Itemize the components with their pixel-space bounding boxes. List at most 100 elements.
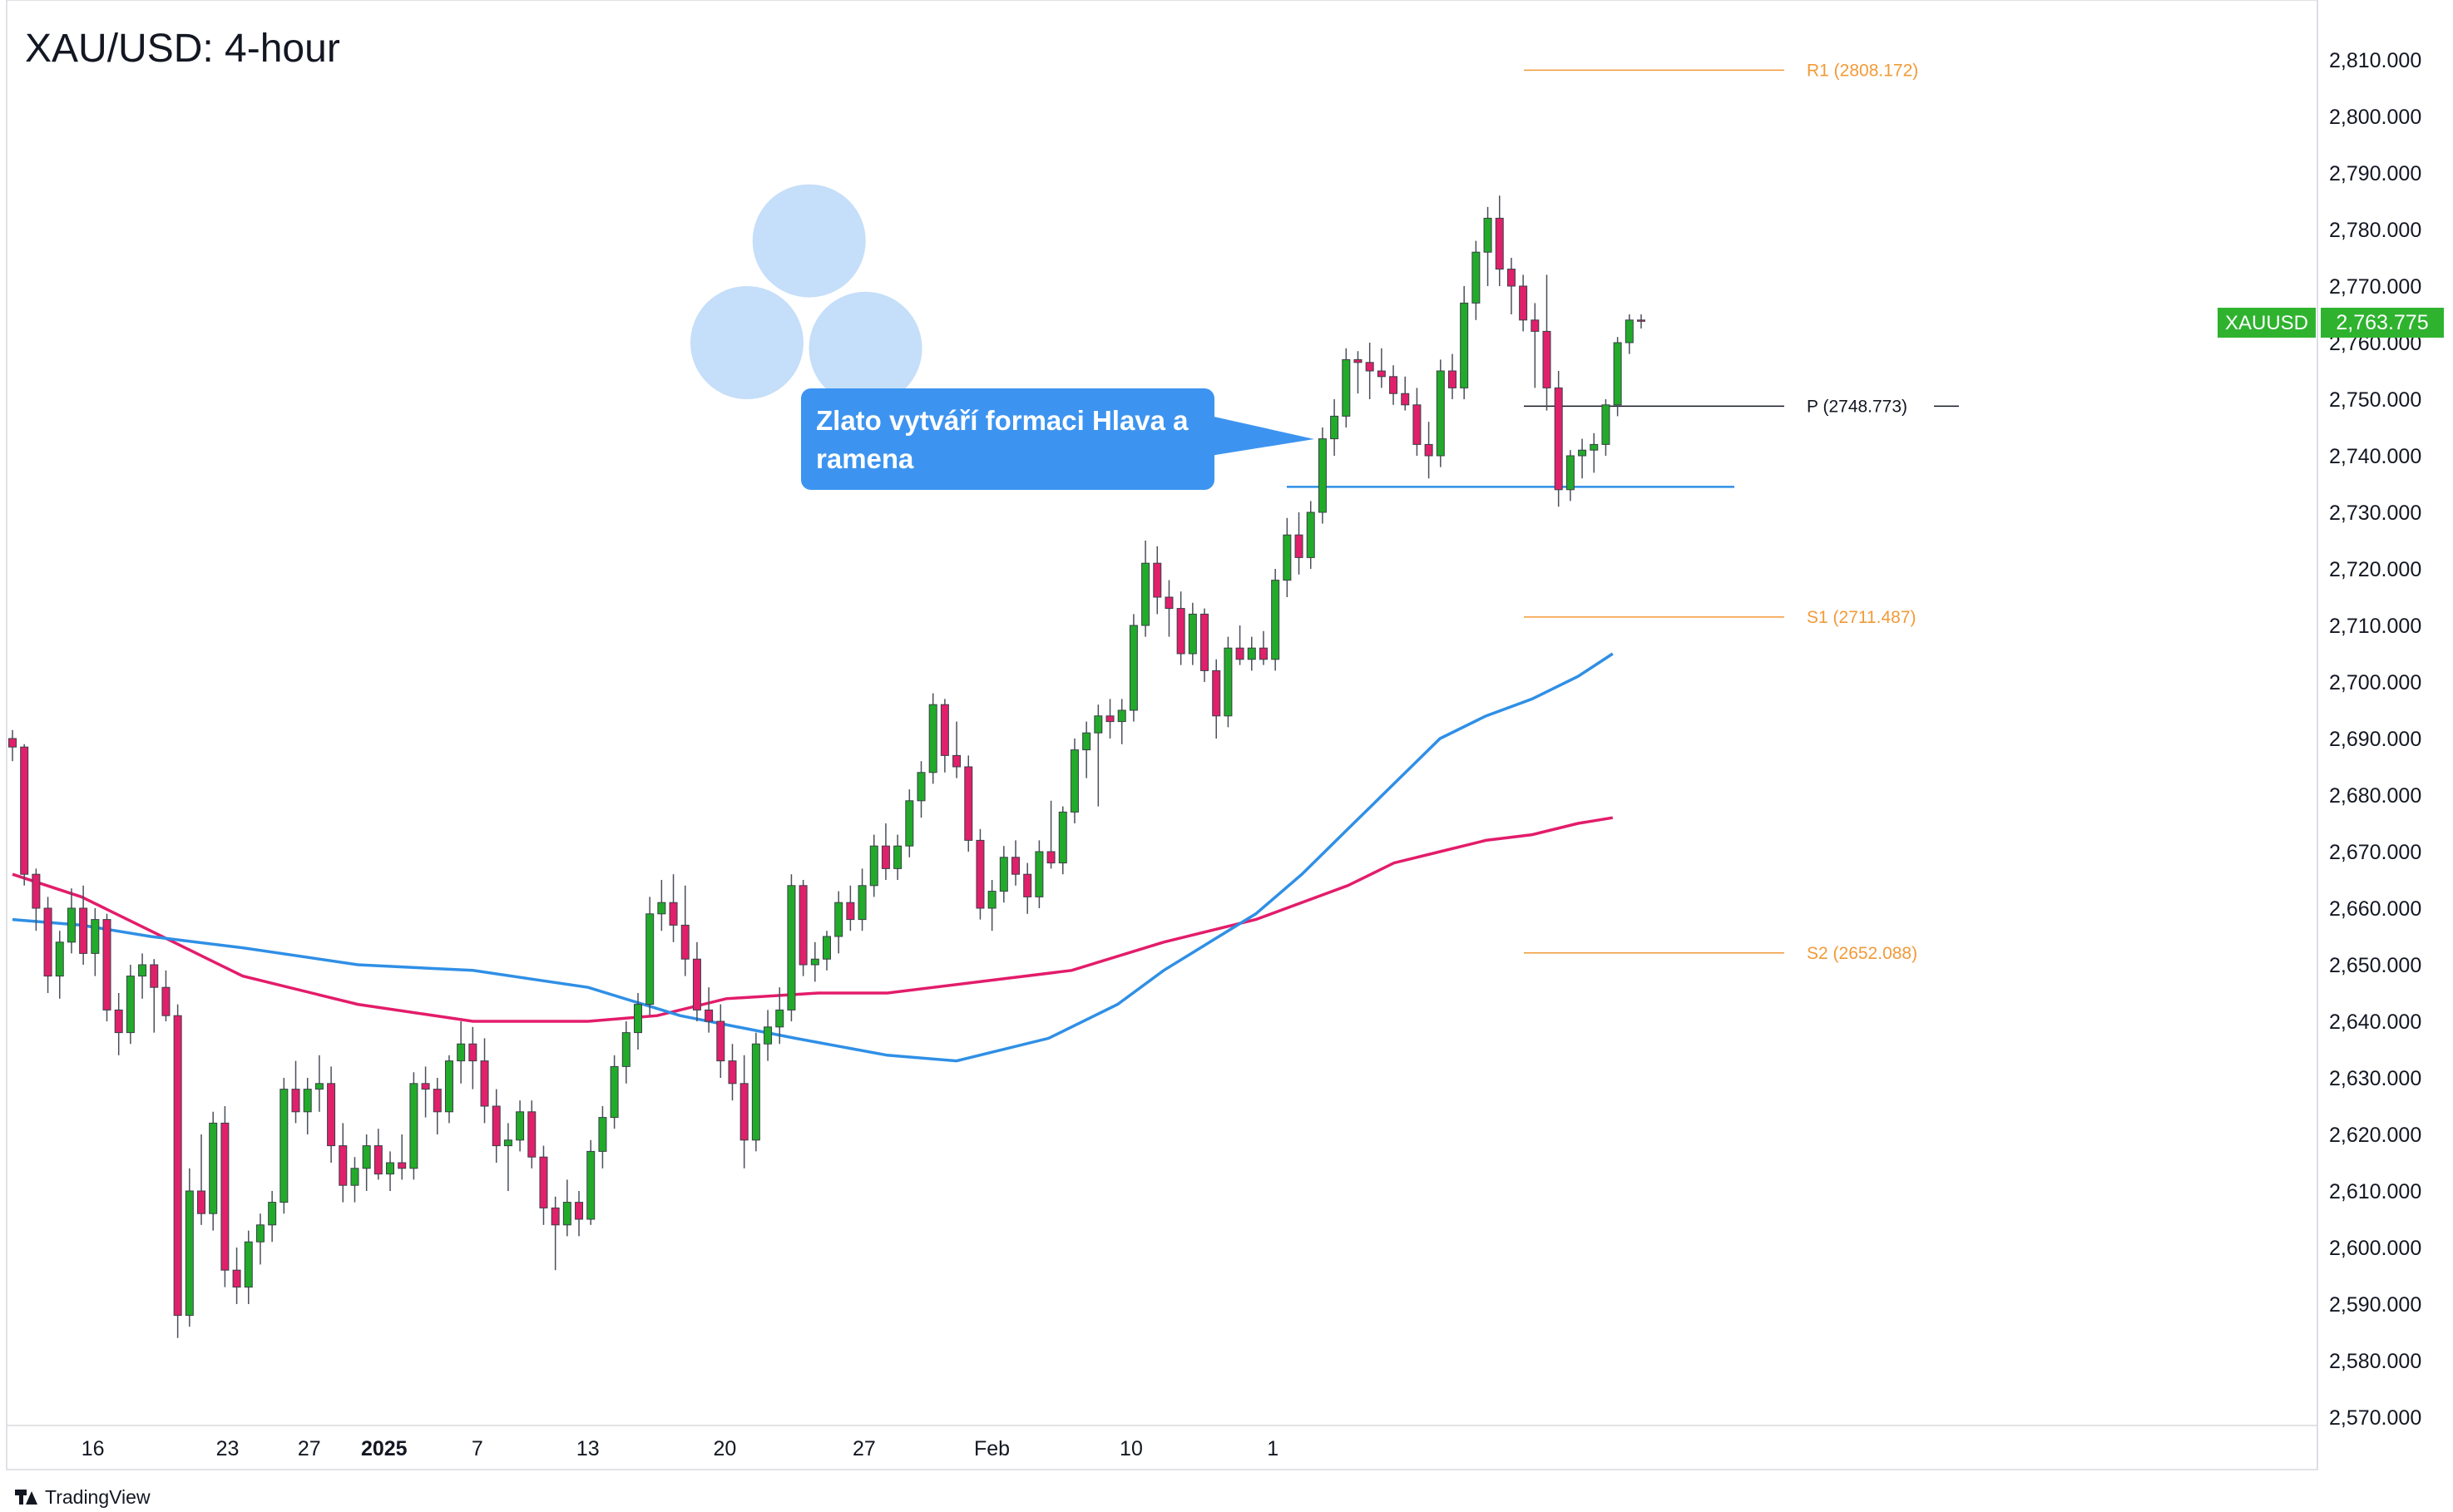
- current-price-badge: XAUUSD 2,763.775: [2218, 308, 2444, 338]
- bull-candle: [586, 1150, 596, 1220]
- pattern-callout: Zlato vytváří formaci Hlava a ramena: [801, 388, 1214, 490]
- bull-candle: [244, 1241, 253, 1288]
- time-tick-label: 20: [714, 1437, 737, 1460]
- bull-candle: [1330, 415, 1339, 440]
- bear-candle: [952, 754, 962, 768]
- symbol-badge: [2218, 308, 2316, 338]
- pivot-label: S2 (2652.088): [1807, 944, 1917, 963]
- bear-candle: [114, 1009, 123, 1034]
- bull-candle: [810, 958, 819, 966]
- time-tick-label: 1: [1267, 1437, 1278, 1460]
- bear-candle: [468, 1043, 477, 1062]
- bear-candle: [1176, 608, 1185, 655]
- time-tick-label: 2025: [361, 1437, 408, 1460]
- bull-candle: [1471, 251, 1481, 304]
- bull-candle: [1271, 580, 1280, 660]
- price-tick-label: 2,590.000: [2329, 1293, 2421, 1317]
- bear-candle: [1424, 443, 1433, 457]
- price-tick-label: 2,740.000: [2329, 445, 2421, 468]
- watermark-text: TradingView: [45, 1485, 151, 1508]
- time-tick-label: 7: [472, 1437, 483, 1460]
- bull-candle: [1318, 438, 1327, 513]
- bull-candle: [764, 1026, 773, 1045]
- bear-candle: [1023, 873, 1032, 897]
- right-shoulder-circle: [809, 291, 922, 405]
- bull-candle: [350, 1168, 359, 1186]
- bull-candle: [999, 857, 1008, 892]
- price-tick-label: 2,780.000: [2329, 219, 2421, 242]
- bull-candle: [775, 1009, 784, 1028]
- bull-candle: [1070, 749, 1079, 813]
- bull-candle: [893, 845, 903, 869]
- bear-candle: [32, 873, 41, 909]
- time-tick-label: 23: [216, 1437, 240, 1460]
- bear-candle: [150, 964, 159, 988]
- bull-candle: [858, 885, 867, 921]
- bear-candle: [421, 1083, 430, 1090]
- bull-candle: [1625, 319, 1634, 343]
- bear-candle: [433, 1089, 442, 1113]
- ma-fast-line: [12, 652, 1614, 1063]
- bull-candle: [1436, 370, 1445, 457]
- bear-candle: [1046, 851, 1056, 864]
- ma-slow-line: [12, 816, 1614, 1023]
- time-tick-label: 27: [298, 1437, 321, 1460]
- bull-candle: [917, 772, 926, 802]
- bear-candle: [1554, 387, 1563, 491]
- time-tick-label: 10: [1120, 1437, 1143, 1460]
- bear-candle: [1447, 370, 1456, 388]
- bull-candle: [1141, 562, 1150, 626]
- bull-candle: [905, 800, 914, 847]
- bear-candle: [1353, 358, 1363, 363]
- time-tick-label: 16: [82, 1437, 105, 1460]
- bear-candle: [1212, 670, 1221, 717]
- bull-candle: [598, 1117, 607, 1152]
- bear-candle: [575, 1202, 584, 1220]
- price-badge: [2321, 308, 2444, 338]
- bull-candle: [1224, 647, 1233, 717]
- pivot-label: P (2748.773): [1807, 397, 1907, 416]
- bear-candle: [551, 1207, 560, 1226]
- price-tick-label: 2,650.000: [2329, 954, 2421, 977]
- bull-candle: [386, 1162, 395, 1175]
- bull-candle: [928, 704, 937, 773]
- bear-candle: [20, 746, 29, 875]
- price-tick-label: 2,770.000: [2329, 275, 2421, 299]
- bull-candle: [67, 907, 76, 943]
- bear-candle: [327, 1083, 336, 1147]
- bull-candle: [1578, 449, 1587, 457]
- time-tick-label: Feb: [974, 1437, 1010, 1460]
- bear-candle: [8, 738, 17, 748]
- pattern-annotations: [690, 184, 1734, 488]
- price-tick-label: 2,800.000: [2329, 106, 2421, 129]
- bull-candle: [209, 1122, 218, 1214]
- bear-candle: [705, 1009, 714, 1022]
- bull-candle: [1129, 625, 1138, 711]
- bull-candle: [503, 1139, 512, 1147]
- bear-candle: [1542, 330, 1551, 388]
- price-tick-label: 2,580.000: [2329, 1350, 2421, 1373]
- bear-candle: [680, 924, 690, 960]
- plot-border: [6, 0, 2318, 1470]
- bear-candle: [1377, 370, 1386, 378]
- bull-candle: [91, 919, 100, 954]
- bull-candle: [457, 1043, 466, 1062]
- price-tick-label: 2,600.000: [2329, 1237, 2421, 1260]
- bear-candle: [1401, 393, 1410, 406]
- bull-candle: [126, 976, 135, 1034]
- moving-averages: [12, 652, 1614, 1063]
- bull-candle: [268, 1202, 277, 1226]
- bull-candle: [303, 1089, 312, 1113]
- pivot-levels: R1 (2808.172) P (2748.773) S1 (2711.487) S2…: [1524, 61, 1959, 963]
- bull-candle: [610, 1065, 619, 1119]
- bear-candle: [976, 839, 985, 909]
- bull-candle: [657, 902, 666, 915]
- bull-candle: [1306, 511, 1315, 558]
- bull-candle: [645, 913, 655, 1006]
- bear-candle: [1165, 596, 1174, 610]
- pivot-label: R1 (2808.172): [1807, 61, 1918, 80]
- bull-candle: [1117, 709, 1126, 723]
- price-tick-label: 2,690.000: [2329, 728, 2421, 751]
- bear-candle: [173, 1015, 182, 1317]
- price-tick-label: 2,710.000: [2329, 615, 2421, 638]
